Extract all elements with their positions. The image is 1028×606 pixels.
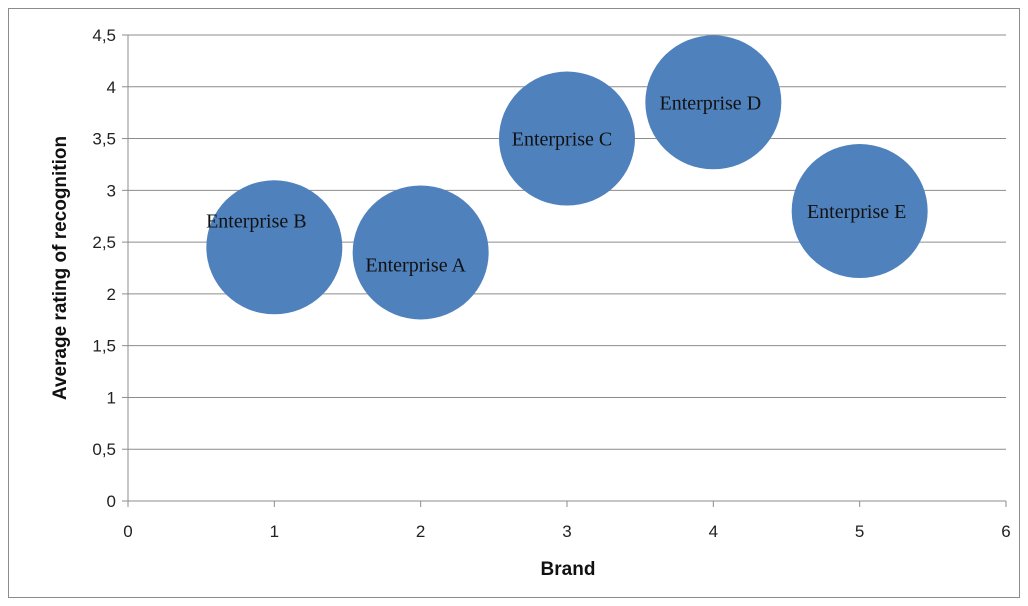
y-tick-label: 2,5 (92, 233, 116, 252)
x-tick-label: 4 (709, 522, 718, 541)
y-tick-label: 2 (107, 285, 116, 304)
x-tick-label: 1 (270, 522, 279, 541)
bubble (499, 71, 635, 206)
y-tick-label: 1 (107, 388, 116, 407)
bubble (206, 180, 343, 315)
bubble-label: Enterprise B (206, 210, 307, 232)
y-axis-title: Average rating of recognition (50, 136, 71, 400)
x-tick-label: 6 (1001, 522, 1010, 541)
x-tick-label: 3 (562, 522, 571, 541)
bubble (791, 144, 928, 279)
y-tick-label: 4 (107, 78, 116, 97)
bubble (645, 35, 782, 170)
bubble (352, 185, 489, 320)
y-tick-label: 3 (107, 181, 116, 200)
y-tick-label: 3,5 (92, 130, 116, 149)
bubble-label: Enterprise A (365, 254, 466, 276)
y-tick-label: 1,5 (92, 337, 116, 356)
bubble-label: Enterprise E (807, 201, 906, 223)
axes: 0 0,5 1 1,5 2 2,5 3 3,5 4 4,5 0 1 2 3 4 5 6 (92, 26, 1010, 541)
x-tick-label: 2 (416, 522, 425, 541)
y-tick-label: 0 (107, 492, 116, 511)
bubble-label: Enterprise D (660, 92, 762, 114)
x-tick-label: 5 (855, 522, 864, 541)
y-tick-label: 4,5 (92, 26, 116, 45)
y-tick-label: 0,5 (92, 440, 116, 459)
bubble-label: Enterprise C (512, 129, 613, 151)
x-axis-title: Brand (541, 559, 596, 580)
bubble-series (206, 35, 928, 320)
bubble-labels: Enterprise B Enterprise A Enterprise C Ente… (206, 92, 906, 276)
x-tick-label: 0 (123, 522, 132, 541)
